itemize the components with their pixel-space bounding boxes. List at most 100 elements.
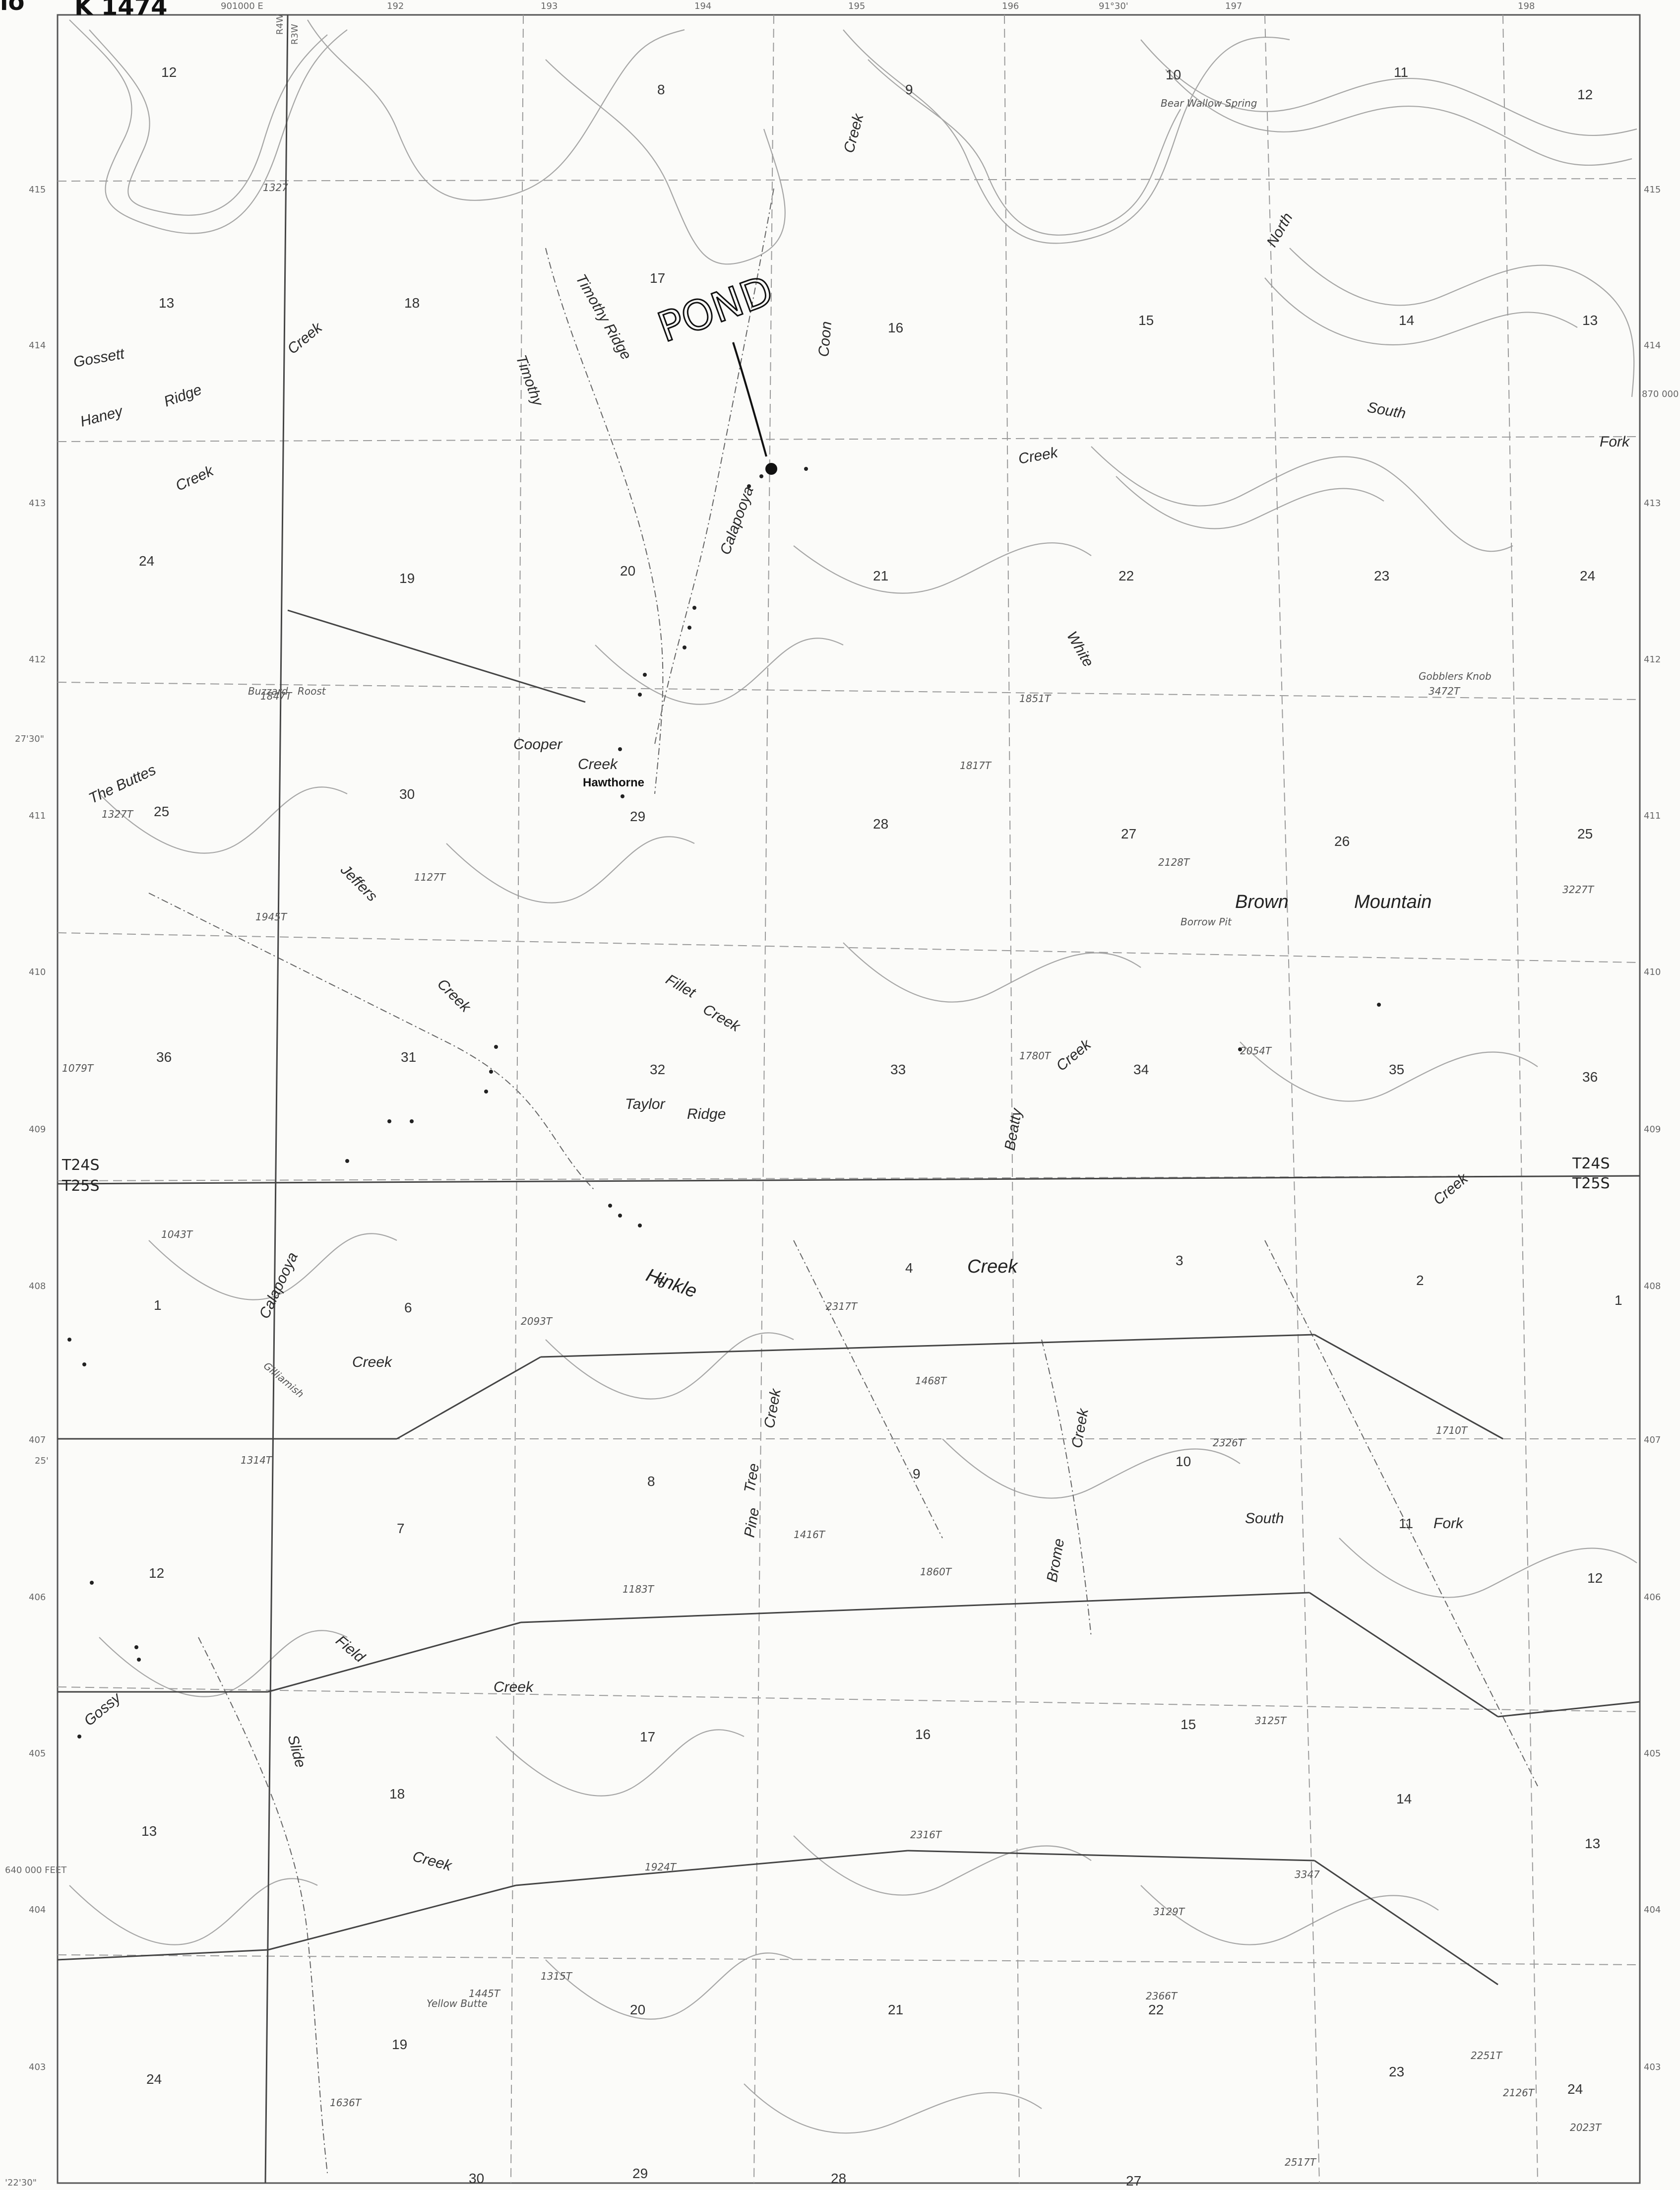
pond-annotation-pointer: [732, 342, 777, 475]
elevation-label: 1327T: [102, 808, 134, 820]
feature-label: Creek: [1068, 1407, 1092, 1450]
corner-coordinate: '22'30": [5, 2178, 37, 2188]
left-tick: 409: [29, 1124, 46, 1135]
section-number: 10: [1166, 67, 1181, 82]
elevation-label: 3227T: [1562, 884, 1595, 896]
top-tick: 198: [1518, 1, 1535, 11]
section-number: 13: [1585, 1836, 1600, 1851]
elevation-label: 1327: [263, 182, 288, 193]
section-number: 14: [1396, 1791, 1412, 1806]
section-number: 18: [404, 295, 420, 311]
feature-label: Buzzard: [248, 685, 288, 697]
elevation-gobblers-knob: 3472T: [1429, 685, 1461, 697]
top-edge-ticks: 901000 E 192 193 194 195 196 91°30' 197 …: [221, 1, 1535, 11]
left-tick: 415: [29, 185, 46, 195]
section-number: 31: [401, 1049, 416, 1065]
left-tick: 406: [29, 1592, 46, 1603]
section-number: 9: [905, 82, 913, 97]
section-number: 17: [650, 270, 665, 286]
section-number: 15: [1181, 1717, 1196, 1732]
section-number: 12: [1587, 1570, 1603, 1586]
feature-label: Creek: [967, 1256, 1018, 1277]
right-tick: 404: [1644, 1905, 1661, 1915]
right-tick: 406: [1644, 1592, 1661, 1603]
feature-label: Slide: [284, 1733, 309, 1769]
section-number: 27: [1126, 2173, 1141, 2189]
elevation-label: 2326T: [1213, 1437, 1245, 1449]
place-label-yellow-butte: Yellow Butte: [427, 1997, 488, 2009]
elevation-label: 3125T: [1255, 1715, 1287, 1727]
right-tick: 403: [1644, 2062, 1661, 2072]
feature-label: Creek: [411, 1848, 454, 1874]
left-edge-ticks: 415 414 413 412 411 410 409 408 407 406 …: [5, 185, 67, 2188]
section-number: 29: [630, 809, 645, 824]
feature-label: Creek: [352, 1354, 393, 1370]
feature-label: Timothy: [512, 353, 546, 409]
section-number: 16: [915, 1727, 931, 1742]
right-tick: 412: [1644, 654, 1661, 665]
elevation-label: 1924T: [645, 1861, 677, 1873]
range-label: R4W: [275, 14, 285, 35]
town-label-hawthorne: Hawthorne: [583, 776, 644, 789]
feature-label: Brome: [1044, 1537, 1067, 1583]
top-tick: 901000 E: [221, 1, 263, 11]
elevation-label: 1710T: [1436, 1424, 1468, 1436]
top-tick: 91°30': [1099, 1, 1128, 11]
feature-label: Fork: [1433, 1515, 1464, 1532]
feature-label: North: [1263, 210, 1296, 250]
feature-label: Taylor: [625, 1096, 666, 1112]
right-tick: 408: [1644, 1281, 1661, 1291]
section-number: 35: [1389, 1062, 1404, 1077]
feature-label: Creek: [284, 319, 326, 357]
section-number: 6: [404, 1300, 412, 1315]
spot-elevations: 1327 1945T 1847T 1127T 1079T 1327T 2128T…: [62, 182, 1602, 2168]
feature-label: Gossy: [81, 1689, 124, 1729]
structure-dots: [67, 467, 1381, 1739]
section-number: 32: [650, 1062, 665, 1077]
elevation-label: 1851T: [1019, 693, 1052, 705]
elevation-label: 2126T: [1503, 2087, 1535, 2099]
elevation-label: 1315T: [541, 1970, 573, 1982]
feature-label: Timothy Ridge: [572, 271, 634, 363]
section-number: 10: [1176, 1454, 1191, 1469]
feature-label: Fillet: [663, 971, 699, 1001]
feature-label: Creek: [1053, 1035, 1095, 1074]
left-latitude-mark: 25': [35, 1456, 49, 1466]
feature-label: Jeffers: [337, 861, 380, 905]
top-tick: 196: [1002, 1, 1019, 11]
section-number: 28: [873, 816, 888, 832]
section-number: 1: [154, 1297, 162, 1313]
right-tick: 414: [1644, 340, 1661, 351]
section-number: 27: [1121, 826, 1136, 841]
elevation-label: 2054T: [1240, 1045, 1272, 1057]
section-number: 22: [1119, 568, 1134, 583]
feature-label: Hinkle: [643, 1265, 700, 1302]
section-number: 20: [630, 2002, 645, 2017]
section-number: 8: [647, 1474, 655, 1489]
top-tick: 192: [387, 1, 404, 11]
place-label-the-buttes: The Buttes: [86, 762, 158, 807]
elevation-label: 1314T: [241, 1454, 273, 1466]
feature-label: Ridge: [162, 382, 204, 410]
feature-label: Creek: [1017, 444, 1060, 467]
top-tick: 194: [694, 1, 711, 11]
feature-label: Creek: [841, 111, 867, 155]
top-tick: 197: [1225, 1, 1242, 11]
feature-label: Beatty: [1001, 1106, 1025, 1152]
elevation-label: 1860T: [920, 1566, 952, 1578]
township-label: T25S: [1572, 1175, 1610, 1192]
place-label-gobblers-knob: Gobblers Knob: [1419, 670, 1492, 682]
section-number: 22: [1148, 2002, 1164, 2017]
section-number: 36: [1582, 1069, 1598, 1085]
section-number: 29: [632, 2166, 648, 2181]
left-tick: 412: [29, 654, 46, 665]
top-tick: 193: [541, 1, 558, 11]
section-number: 13: [159, 295, 174, 311]
section-number: 13: [141, 1823, 157, 1839]
elevation-label: 2023T: [1570, 2122, 1602, 2133]
left-tick: 404: [29, 1905, 46, 1915]
section-number: 12: [161, 64, 177, 80]
section-number: 18: [389, 1786, 405, 1802]
elevation-label: 1416T: [794, 1529, 826, 1541]
